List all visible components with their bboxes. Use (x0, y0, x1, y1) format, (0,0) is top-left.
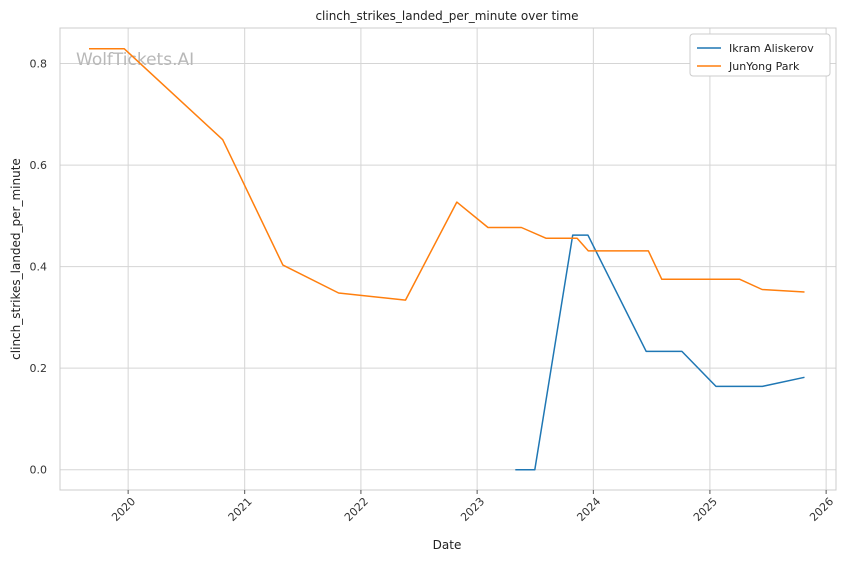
watermark-text: WolfTickets.AI (76, 50, 194, 70)
series-line (89, 48, 805, 301)
y-tick-label: 0.0 (30, 464, 48, 477)
legend-label: Ikram Aliskerov (729, 42, 814, 55)
series-lines (89, 48, 805, 471)
y-axis-ticks: 0.0 0.2 0.4 0.6 0.8 (30, 58, 48, 477)
chart-title: clinch_strikes_landed_per_minute over ti… (315, 9, 578, 23)
legend: Ikram Aliskerov JunYong Park (689, 33, 831, 77)
y-tick-label: 0.8 (30, 58, 48, 71)
plot-frame (59, 27, 837, 491)
y-tick-label: 0.2 (30, 362, 48, 375)
y-axis-label: clinch_strikes_landed_per_minute (9, 158, 23, 360)
x-axis-label: Date (433, 538, 462, 552)
legend-box (689, 33, 831, 77)
series-line (515, 234, 805, 471)
y-tick-label: 0.4 (30, 261, 48, 274)
gridlines (60, 28, 836, 490)
legend-label: JunYong Park (728, 60, 800, 73)
y-tick-label: 0.6 (30, 159, 48, 172)
